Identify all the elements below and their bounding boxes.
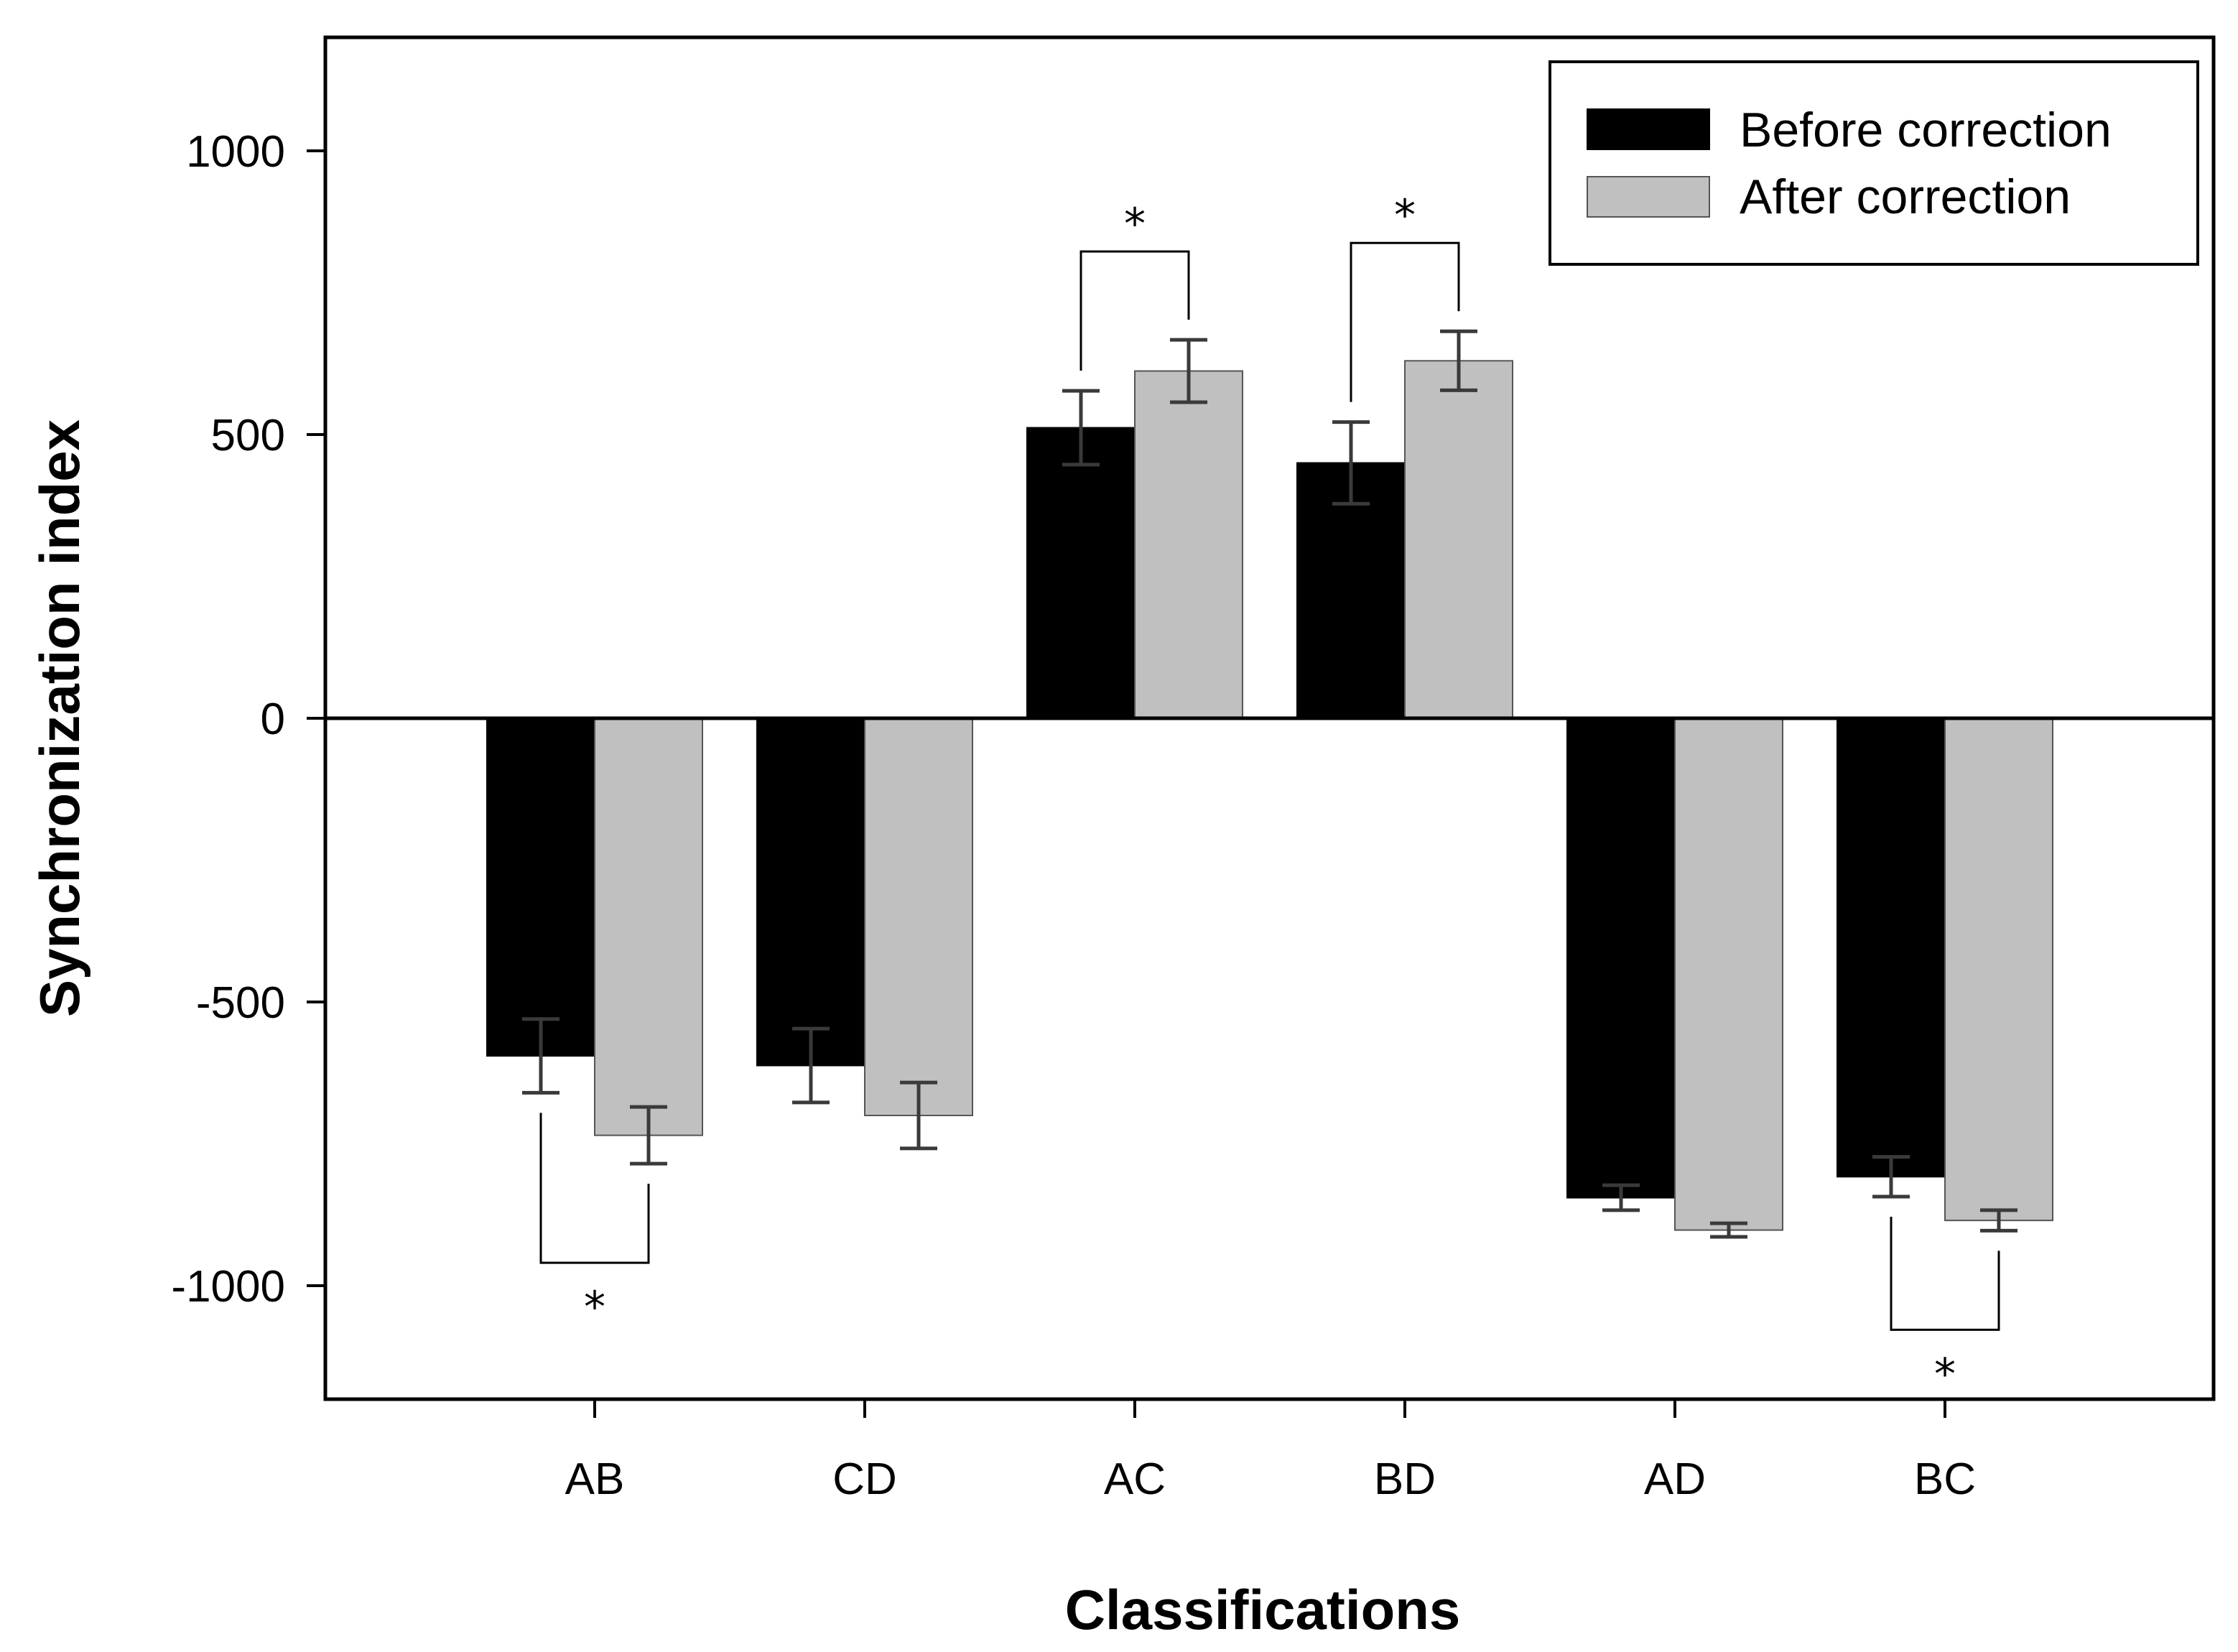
error-bar-ad-after-correction [1710,1221,1747,1239]
legend-label-after-correction: After correction [1740,170,2071,224]
y-tick-label: 500 [211,411,285,460]
significance-bracket-bc: * [1890,1216,2000,1399]
significance-star: * [1394,190,1416,241]
y-axis-title: Synchronization index [28,419,91,1017]
x-axis-title: Classifications [1065,1578,1461,1641]
x-tick-label-ac: AC [1104,1454,1166,1504]
significance-bracket-bd: * [1350,190,1460,402]
y-tick-label: 0 [261,695,285,744]
significance-star: * [1124,199,1146,249]
significance-bracket-ac: * [1079,199,1190,371]
x-tick-label-cd: CD [832,1454,897,1504]
error-bar-ab-after-correction [630,1105,667,1166]
bar-cd-after-correction [864,718,973,1116]
error-bar-ab-before-correction [522,1017,560,1095]
error-bar-ac-after-correction [1170,338,1207,404]
significance-star: * [1934,1349,1956,1399]
y-tick-label: -1000 [171,1262,285,1312]
error-bar-ad-before-correction [1602,1183,1640,1212]
bar-bc-after-correction [1944,718,2053,1222]
error-bar-ac-before-correction [1062,389,1100,467]
legend-swatch-before-correction [1587,108,1710,150]
y-tick-label: -500 [196,978,285,1028]
error-bar-cd-before-correction [792,1026,830,1105]
significance-bracket-ab: * [539,1113,650,1332]
significance-star: * [584,1282,605,1332]
legend: Before correction After correction [1549,60,2199,266]
error-bar-bd-after-correction [1440,329,1477,392]
error-bar-cd-after-correction [900,1080,937,1151]
bar-ad-before-correction [1566,718,1676,1199]
legend-label-before-correction: Before correction [1740,103,2112,157]
bar-ab-after-correction [594,718,703,1136]
error-bar-bc-before-correction [1872,1155,1910,1199]
bar-bd-after-correction [1404,360,1513,719]
bar-cd-before-correction [756,718,865,1067]
bar-ab-before-correction [486,718,595,1057]
x-tick-label-bc: BC [1914,1454,1976,1504]
x-tick-label-ad: AD [1644,1454,1706,1504]
bar-ad-after-correction [1674,718,1783,1231]
bar-ac-after-correction [1134,370,1243,720]
error-bar-bc-after-correction [1980,1208,2018,1233]
bar-ac-before-correction [1026,427,1136,720]
legend-box [1549,60,2199,266]
error-bar-bd-before-correction [1332,420,1370,506]
x-tick-label-ab: AB [565,1454,625,1504]
legend-swatch-after-correction [1587,176,1710,218]
y-tick-label: 1000 [186,127,285,177]
bar-bc-before-correction [1837,718,1946,1178]
x-tick-label-bd: BD [1374,1454,1436,1504]
